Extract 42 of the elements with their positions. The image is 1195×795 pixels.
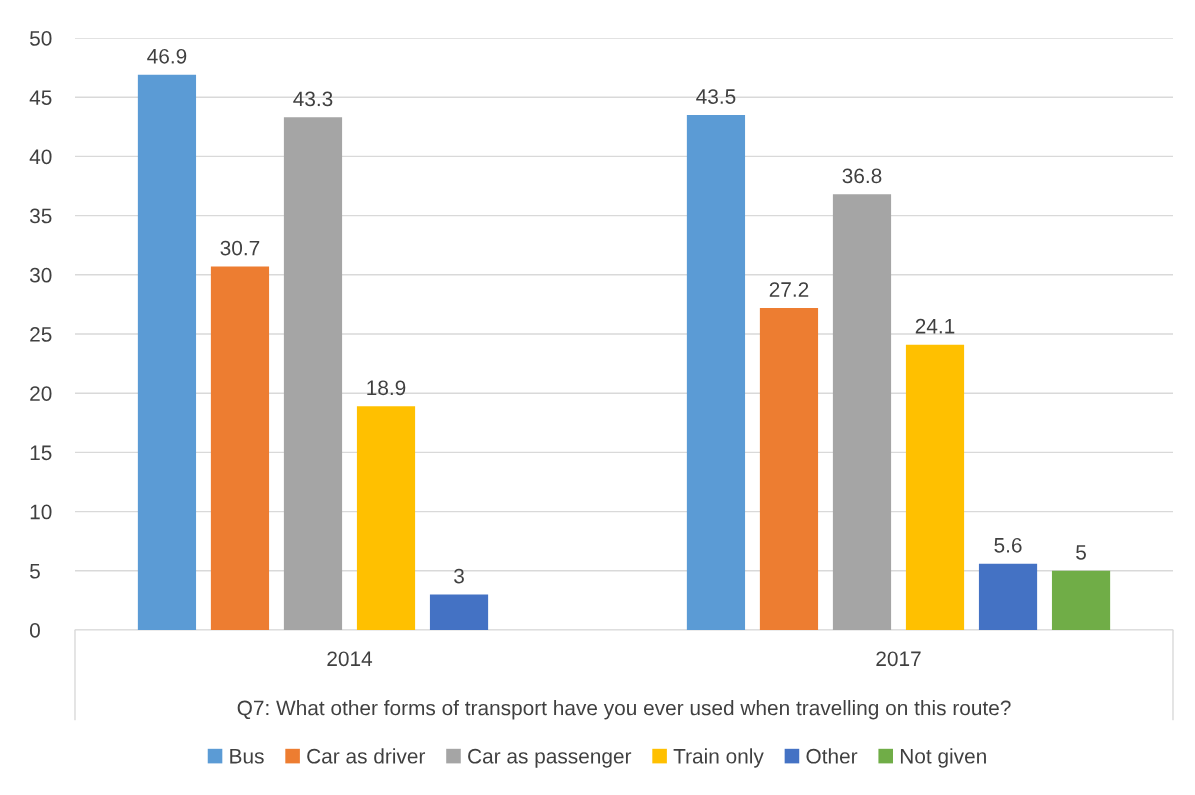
data-label: 43.3 [293, 91, 333, 107]
y-tick-label: 50 [30, 31, 52, 46]
bar [210, 266, 270, 630]
data-label: 30.7 [220, 240, 260, 256]
y-tick-label: 35 [29, 208, 52, 224]
legend-label: Train only [673, 748, 764, 768]
y-tick-label: 40 [29, 149, 52, 165]
data-label: 46.9 [147, 48, 187, 64]
data-label: 5 [1076, 545, 1086, 560]
bar [356, 406, 416, 630]
bar [978, 563, 1038, 630]
data-label: 43.5 [696, 89, 736, 104]
data-label: 36.8 [842, 168, 882, 184]
bar [137, 74, 197, 630]
legend-label: Car as passenger [468, 748, 632, 768]
y-tick-label: 0 [29, 623, 40, 638]
y-tick-label: 30 [29, 267, 52, 283]
legend-label: Not given [900, 748, 986, 768]
y-tick-label: 10 [30, 504, 52, 520]
data-label: 18.9 [367, 380, 406, 396]
x-axis-title: Q7: What other forms of transport have you ever used when travelling on this route? [237, 700, 1011, 720]
legend-label: Car as driver [307, 748, 426, 764]
legend-label: Other [806, 748, 858, 764]
bar [905, 344, 965, 630]
y-tick-label: 20 [30, 386, 52, 401]
bar [429, 594, 489, 630]
y-tick-label: 45 [29, 90, 52, 105]
data-label: 27.2 [769, 282, 809, 297]
x-tick-label: 2017 [876, 651, 921, 667]
bar [686, 114, 746, 630]
legend-label: Bus [230, 749, 264, 764]
data-label: 5.6 [994, 537, 1022, 553]
y-tick-label: 25 [30, 327, 52, 342]
bar [1051, 570, 1111, 630]
y-tick-label: 5 [30, 564, 40, 579]
data-label: 24.1 [915, 318, 955, 334]
bar [759, 307, 819, 630]
x-tick-label: 2014 [327, 651, 373, 667]
bar [283, 117, 343, 630]
bar [832, 194, 892, 630]
data-label: 3 [454, 568, 464, 584]
y-tick-label: 15 [30, 445, 52, 461]
